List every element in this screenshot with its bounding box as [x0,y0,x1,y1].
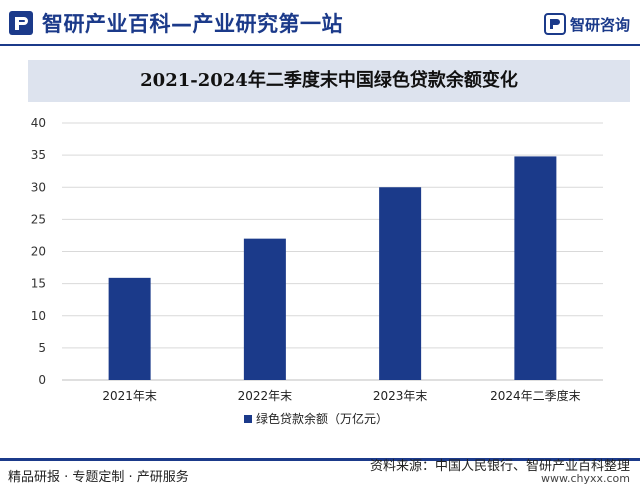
brand-logo: 智研咨询 [543,13,630,35]
x-tick-label: 2021年末 [102,389,157,403]
legend-swatch [244,415,252,423]
header-divider [0,44,640,46]
bar [514,156,557,380]
brand-logo-icon [9,11,33,35]
bar [243,238,286,380]
x-tick-label: 2022年末 [238,389,293,403]
x-tick-label: 2023年末 [373,389,428,403]
website-url: www.chyxx.com [540,472,630,485]
y-tick-label: 25 [31,212,46,226]
header-bar: 智研产业百科—产业研究第一站 智研咨询 [0,0,640,44]
bar [108,277,151,380]
y-tick-label: 5 [38,341,46,355]
footer-divider [0,458,640,461]
y-tick-label: 0 [38,373,46,387]
y-tick-label: 35 [31,148,46,162]
footer-services: 精品研报 · 专题定制 · 产研服务 [8,470,189,485]
brand-icon [543,13,566,35]
brand-name: 智研咨询 [569,15,630,34]
y-tick-label: 40 [31,116,46,130]
y-tick-label: 30 [31,180,46,194]
site-title: 智研产业百科—产业研究第一站 [42,12,343,36]
chart-title-banner: 2021-2024年二季度末中国绿色贷款余额变化 [28,60,630,102]
y-tick-label: 10 [31,309,46,323]
y-tick-label: 20 [31,245,46,259]
bar [379,187,422,380]
x-tick-label: 2024年二季度末 [490,388,581,403]
legend-label: 绿色贷款余额（万亿元） [256,411,388,426]
source-note: 资料来源：中国人民银行、智研产业百科整理 [369,459,630,474]
y-tick-label: 15 [31,277,46,291]
chart-title: 2021-2024年二季度末中国绿色贷款余额变化 [140,70,518,91]
